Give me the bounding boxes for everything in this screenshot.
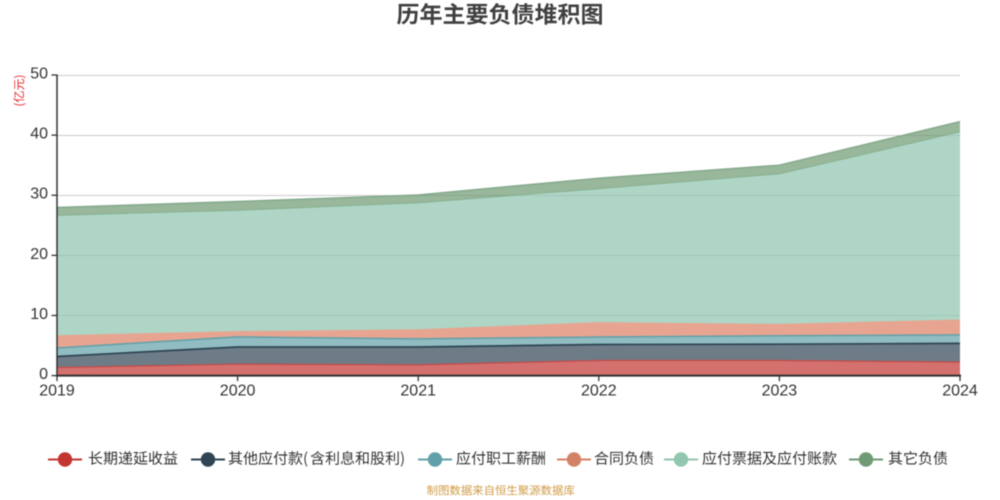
svg-text:2024: 2024 [942,383,978,400]
svg-text:50: 50 [30,66,48,83]
svg-text:2019: 2019 [39,383,75,400]
svg-text:0: 0 [39,366,48,383]
svg-text:2023: 2023 [762,383,798,400]
svg-text:20: 20 [30,246,48,263]
svg-text:40: 40 [30,126,48,143]
svg-text:2020: 2020 [220,383,256,400]
svg-text:10: 10 [30,306,48,323]
svg-text:2022: 2022 [581,383,617,400]
svg-text:2021: 2021 [400,383,436,400]
svg-text:30: 30 [30,186,48,203]
